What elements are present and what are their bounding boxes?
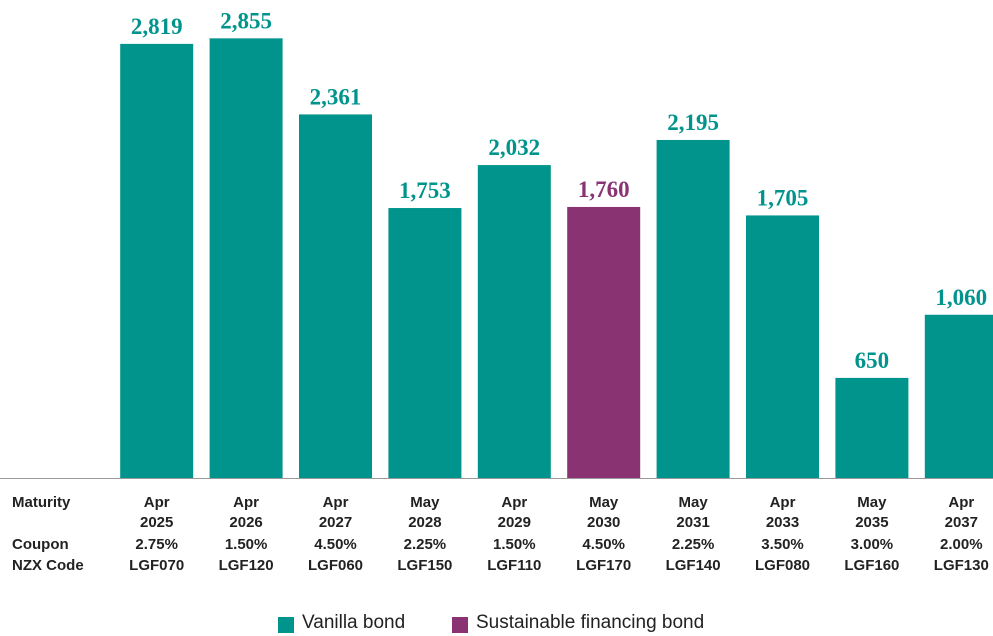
row-label: Coupon	[12, 536, 69, 553]
coupon: 4.50%	[314, 536, 357, 553]
coupon: 1.50%	[493, 536, 536, 553]
value-label: 2,855	[220, 8, 272, 33]
x-tick-label: Apr 2027	[318, 494, 353, 531]
nzx-code: LGF070	[129, 557, 185, 574]
value-label: 650	[855, 348, 890, 373]
coupon: 2.00%	[940, 536, 983, 553]
value-label: 2,195	[667, 110, 719, 135]
nzx-code: LGF160	[844, 557, 900, 574]
value-label: 1,753	[399, 178, 451, 203]
bar	[656, 139, 730, 478]
nzx-code: LGF130	[933, 557, 989, 574]
coupon: 2.25%	[671, 536, 715, 553]
coupon: 3.50%	[761, 536, 804, 553]
bar	[209, 38, 283, 479]
value-label: 2,361	[310, 84, 362, 109]
nzx-code: LGF080	[754, 557, 811, 574]
bar	[388, 208, 462, 478]
legend-swatch	[278, 617, 294, 633]
value-label: 1,060	[935, 285, 987, 310]
nzx-code: LGF110	[487, 557, 542, 574]
nzx-code: LGF170	[576, 557, 632, 574]
legend-swatch	[452, 617, 468, 633]
legend-label: Sustainable financing bond	[476, 612, 705, 633]
x-tick-label: Apr 2033	[765, 494, 800, 531]
bar	[120, 43, 194, 479]
x-tick-label: May 2028	[408, 494, 442, 531]
value-label: 2,819	[131, 14, 183, 39]
coupon: 2.75%	[135, 536, 178, 553]
coupon: 4.50%	[582, 536, 625, 553]
value-label: 1,705	[757, 185, 809, 210]
nzx-code: LGF120	[218, 557, 274, 574]
x-tick-label: Apr 2025	[140, 494, 174, 531]
x-tick-label: May 2031	[676, 494, 710, 531]
coupon: 3.00%	[850, 536, 894, 553]
value-label: 2,032	[488, 135, 540, 160]
x-tick-label: May 2030	[587, 494, 621, 531]
bar	[567, 206, 641, 478]
x-tick-label: Apr 2037	[944, 494, 978, 531]
bar	[477, 165, 551, 478]
bar	[835, 377, 909, 478]
x-tick-label: Apr 2026	[229, 494, 263, 531]
legend-label: Vanilla bond	[302, 612, 406, 633]
bar	[924, 314, 993, 478]
value-label: 1,760	[578, 177, 630, 202]
nzx-code: LGF060	[307, 557, 364, 574]
row-label: NZX Code	[12, 557, 84, 574]
bar	[299, 114, 372, 478]
row-label: Maturity	[12, 494, 71, 511]
coupon: 1.50%	[224, 536, 268, 553]
coupon: 2.25%	[403, 536, 447, 553]
nzx-code: LGF140	[665, 557, 721, 574]
bar	[746, 215, 819, 478]
x-tick-label: May 2035	[855, 494, 889, 531]
nzx-code: LGF150	[397, 557, 453, 574]
x-tick-label: Apr 2029	[497, 494, 531, 531]
